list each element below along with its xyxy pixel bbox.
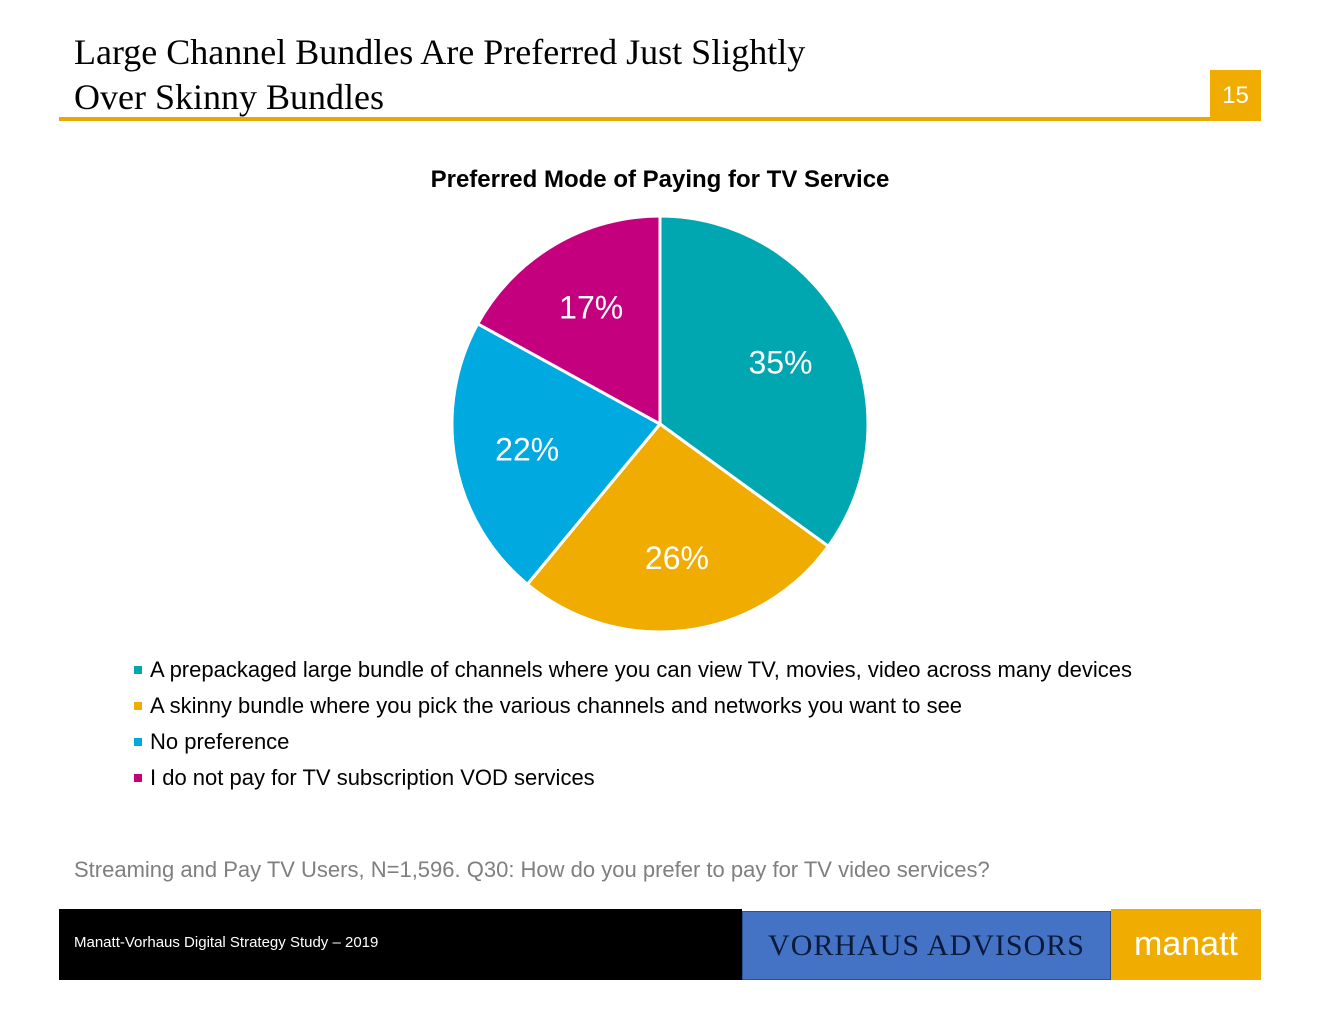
title-divider — [59, 117, 1211, 121]
chart-title: Preferred Mode of Paying for TV Service — [430, 166, 890, 193]
pie-slice-label-3: 22% — [495, 431, 559, 467]
slide-title: Large Channel Bundles Are Preferred Just… — [74, 30, 1174, 120]
legend-label-4: I do not pay for TV subscription VOD ser… — [150, 765, 595, 790]
legend-label-2: A skinny bundle where you pick the vario… — [150, 693, 963, 718]
page-number: 15 — [1210, 70, 1261, 121]
legend-swatch-1 — [134, 666, 142, 674]
footnote: Streaming and Pay TV Users, N=1,596. Q30… — [74, 857, 990, 882]
legend-item-2: A skinny bundle where you pick the vario… — [134, 688, 1132, 724]
slide-title-line-1: Large Channel Bundles Are Preferred Just… — [74, 32, 806, 72]
vorhaus-advisors-logo: VORHAUS ADVISORS — [742, 911, 1111, 980]
slide-title-line-2: Over Skinny Bundles — [74, 77, 384, 117]
legend-label-1: A prepackaged large bundle of channels w… — [150, 657, 1133, 682]
footer-bar — [59, 909, 742, 980]
chart-legend: A prepackaged large bundle of channels w… — [134, 652, 1132, 796]
legend-swatch-2 — [134, 702, 142, 710]
legend-item-4: I do not pay for TV subscription VOD ser… — [134, 760, 1132, 796]
pie-slice-label-1: 35% — [748, 345, 812, 381]
pie-slice-label-2: 26% — [645, 540, 709, 576]
pie-slice-2 — [525, 421, 831, 634]
legend-item-1: A prepackaged large bundle of channels w… — [134, 652, 1132, 688]
footer-study-label: Manatt-Vorhaus Digital Strategy Study – … — [74, 934, 379, 951]
legend-label-3: No preference — [150, 729, 290, 754]
manatt-logo: manatt — [1111, 909, 1261, 980]
legend-swatch-3 — [134, 738, 142, 746]
pie-slice-3 — [450, 321, 663, 587]
pie-slice-4 — [475, 214, 662, 427]
legend-item-3: No preference — [134, 724, 1132, 760]
pie-slice-label-4: 17% — [559, 290, 623, 326]
pie-slice-1 — [658, 214, 870, 549]
legend-swatch-4 — [134, 774, 142, 782]
